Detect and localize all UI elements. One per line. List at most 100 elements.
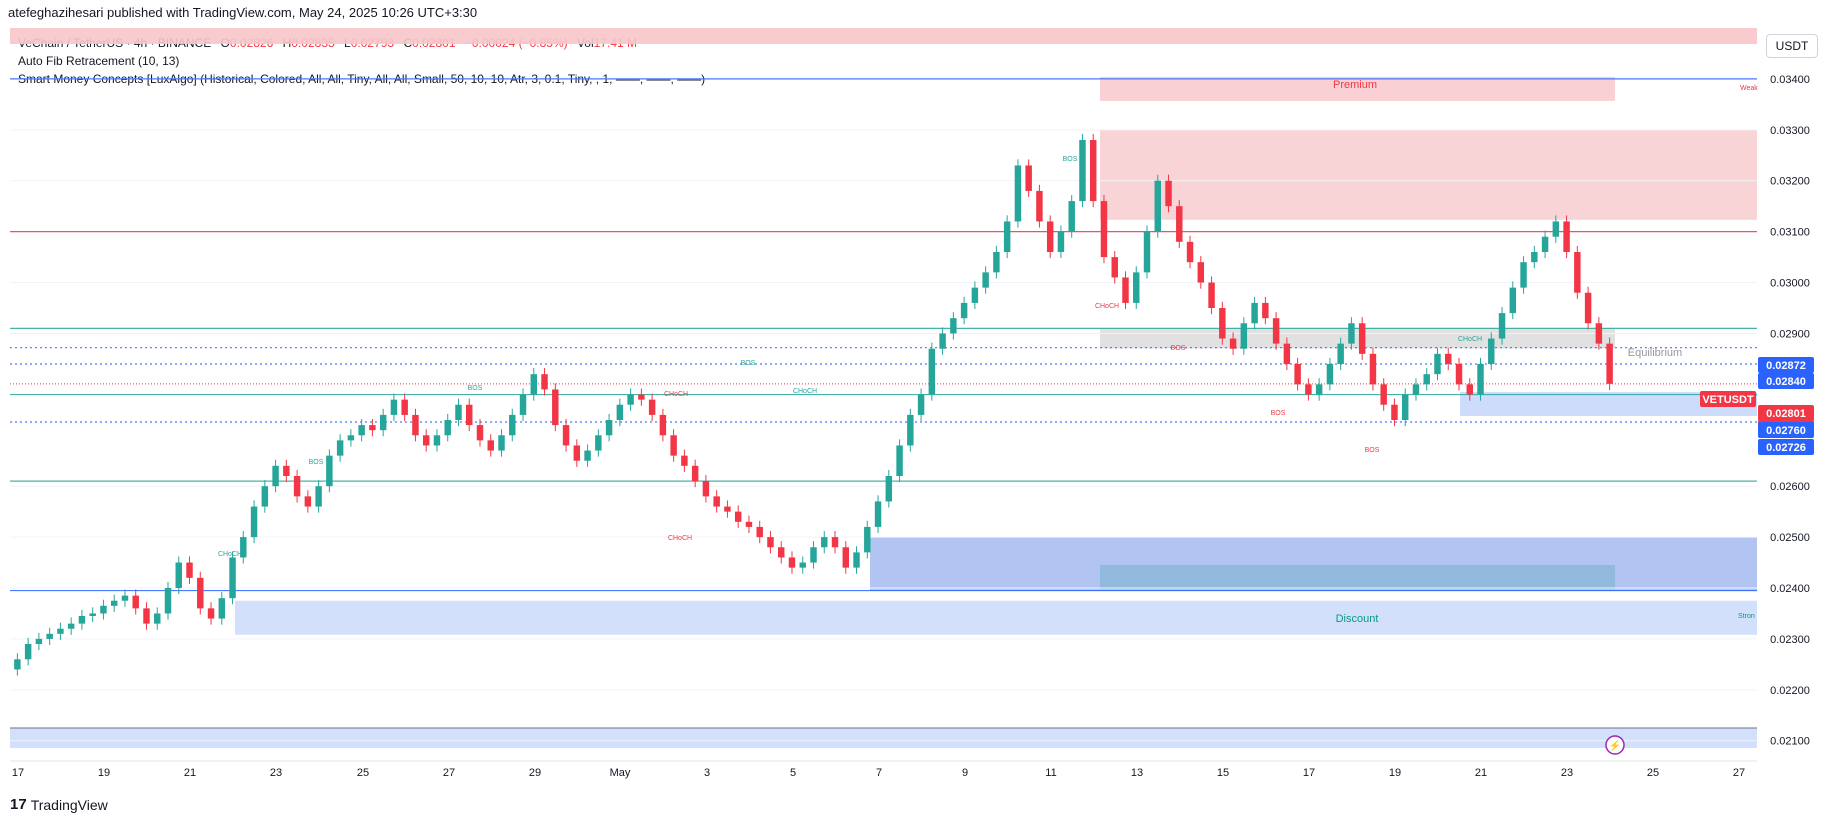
candle-body (455, 404, 462, 420)
y-tick-label: 0.03200 (1770, 176, 1810, 188)
candle-body (939, 333, 946, 349)
candle-body (293, 476, 301, 497)
candle-body (1068, 201, 1075, 232)
candle-body (261, 486, 269, 507)
structure-label: BOS (1271, 410, 1286, 417)
candle-body (799, 562, 806, 568)
candle-body (562, 425, 570, 446)
candle-body (1455, 364, 1463, 385)
candle-body (46, 633, 53, 639)
candle-body (821, 537, 828, 548)
candle-body (1165, 180, 1172, 207)
candle-body (1143, 231, 1151, 273)
candle-body (767, 537, 774, 548)
y-tick-label: 0.03300 (1770, 125, 1810, 137)
price-badge-label: 0.02801 (1766, 408, 1806, 420)
candle-body (874, 501, 882, 527)
candle-body (1369, 353, 1377, 385)
candle-body (896, 445, 903, 476)
candle-body (1488, 338, 1495, 364)
candle-body (466, 404, 473, 426)
candle-body (390, 399, 398, 415)
x-tick-label: 13 (1131, 767, 1143, 779)
candle-body (326, 455, 333, 487)
price-badge-label: 0.02726 (1766, 442, 1806, 454)
candle-body (1294, 364, 1301, 385)
candle-body (971, 287, 979, 303)
candle-body (993, 252, 1000, 273)
structure-label: BOS (309, 459, 324, 466)
candle-body (154, 613, 161, 624)
candle-body (831, 537, 839, 548)
candle-body (627, 394, 634, 405)
candle-body (670, 435, 677, 456)
price-badge-label: 0.02760 (1766, 425, 1806, 437)
candle-body (476, 425, 484, 441)
candle-body (100, 605, 107, 614)
price-badge (1700, 391, 1756, 407)
candle-body (1014, 165, 1022, 222)
inner-orderblock (1100, 565, 1615, 590)
weak-high-label: Weak (1740, 85, 1758, 92)
candle-body (78, 616, 86, 624)
x-tick-label: 19 (1389, 767, 1401, 779)
candle-body (1445, 353, 1452, 364)
x-tick-label: 15 (1217, 767, 1229, 779)
candle-body (648, 399, 656, 415)
candle-body (756, 526, 763, 538)
candle-body (1251, 302, 1258, 324)
candle-body (917, 394, 925, 415)
candle-body (1208, 282, 1215, 308)
candle-body (422, 435, 430, 446)
candle-body (197, 577, 204, 609)
candle-body (1477, 364, 1484, 395)
x-tick-label: 23 (270, 767, 282, 779)
price-badge (1758, 373, 1814, 389)
x-tick-label: 7 (876, 767, 882, 779)
candle-body (842, 547, 850, 568)
candle-body (315, 486, 322, 507)
candle-body (928, 348, 936, 395)
y-tick-label: 0.02100 (1770, 736, 1810, 748)
candle-body (1219, 308, 1226, 339)
candle-body (638, 394, 645, 400)
price-badge (1758, 357, 1814, 373)
y-tick-label: 0.02400 (1770, 583, 1810, 595)
candle-body (1133, 272, 1140, 303)
candle-body (552, 389, 559, 426)
candle-body (595, 435, 602, 451)
y-tick-label: 0.02600 (1770, 481, 1810, 493)
y-tick-label: 0.02200 (1770, 685, 1810, 697)
candle-body (1412, 384, 1420, 395)
candle-body (1111, 257, 1118, 278)
x-tick-label: 17 (12, 767, 24, 779)
tradingview-brand: TradingView (30, 796, 108, 813)
price-badge-label: 0.02872 (1766, 360, 1806, 372)
candle-body (509, 414, 516, 436)
candle-body (369, 425, 376, 431)
candle-body (1380, 384, 1387, 405)
candle-body (1606, 343, 1613, 384)
candle-body (1122, 277, 1129, 303)
discount-zone (235, 600, 1757, 635)
candle-body (444, 420, 451, 436)
lightning-icon (1605, 735, 1625, 755)
strong-low-label: Stron (1738, 613, 1755, 620)
structure-label: CHoCH (218, 551, 242, 558)
candle-body (175, 562, 182, 588)
candle-body (379, 414, 387, 431)
candle-body (1197, 262, 1205, 283)
candle-body (605, 420, 613, 436)
tradingview-logo[interactable]: 17 TradingView (10, 796, 108, 813)
candle-body (982, 272, 989, 288)
candle-body (1262, 302, 1269, 319)
candle-body (401, 399, 408, 415)
candle-body (724, 506, 731, 512)
candle-body (412, 414, 419, 436)
candle-body (1391, 404, 1398, 420)
currency-button[interactable]: USDT (1766, 34, 1818, 58)
indicator-fib-row[interactable]: Auto Fib Retracement (10, 13) (18, 54, 180, 68)
x-tick-label: 21 (1475, 767, 1487, 779)
candle-body (1423, 374, 1430, 385)
